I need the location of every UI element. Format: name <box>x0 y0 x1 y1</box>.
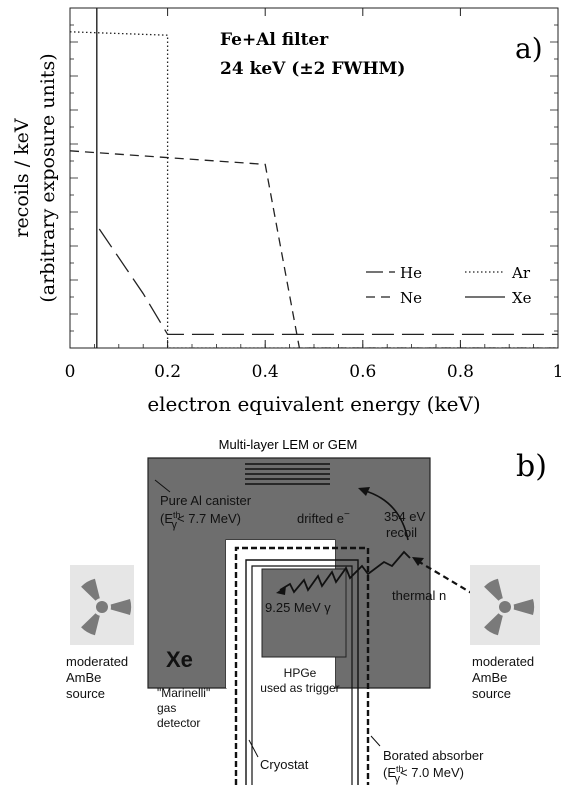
neutron-path <box>415 559 501 611</box>
source-left-line1: moderated <box>66 654 128 669</box>
series-ne <box>70 150 558 348</box>
source-left-line3: source <box>66 686 105 701</box>
hpge-detector <box>261 568 347 658</box>
right-ambe-source <box>470 565 540 645</box>
legend-ar-label: Ar <box>511 264 531 282</box>
panel-b-label: b) <box>516 449 547 484</box>
cryostat-inner <box>251 565 353 785</box>
canister-energy: (Eth γ< 7.7 MeV) <box>160 510 241 531</box>
borated-absorber <box>234 546 370 785</box>
left-ambe-source <box>70 565 134 645</box>
marinelli-line2: gas <box>157 701 176 715</box>
panel-a: 0 0.2 0.4 0.6 0.8 1 Fe+Al filter 24 keV (±2 F… <box>11 7 564 416</box>
gamma-arrowhead <box>276 586 286 595</box>
neutron-arrowhead <box>412 557 424 566</box>
gamma-label: 9.25 MeV γ <box>265 600 331 615</box>
legend-ne-label: Ne <box>400 289 422 307</box>
thermal-label: thermal n <box>392 588 446 603</box>
recoil-label: recoil <box>386 525 417 540</box>
borated-pointer <box>370 735 381 747</box>
marinelli-line3: detector <box>157 716 200 730</box>
left-radiation-icon <box>81 578 132 636</box>
right-radiation-icon <box>484 578 535 636</box>
x-ticks: 0 0.2 0.4 0.6 0.8 1 <box>65 8 564 382</box>
source-right-line3: source <box>472 686 511 701</box>
x-tick-label: 0 <box>65 362 76 382</box>
series-he <box>98 228 558 336</box>
y-ticks <box>70 7 558 349</box>
borated-label: Borated absorber <box>383 748 484 763</box>
panel-b: b) Multi-layer LEM or GEM Pure Al canist… <box>66 437 547 785</box>
gamma-path <box>279 550 411 594</box>
x-tick-label: 1 <box>553 362 564 382</box>
marinelli-line1: "Marinelli" <box>157 686 210 700</box>
cryostat-label: Cryostat <box>260 757 309 772</box>
xe-label: Xe <box>166 647 193 672</box>
source-right-line1: moderated <box>472 654 534 669</box>
x-axis-label: electron equivalent energy (keV) <box>147 392 480 416</box>
y-axis-label-line2: (arbitrary exposure units) <box>37 53 59 302</box>
canister-pointer <box>154 479 171 493</box>
drifted-electron-label: drifted e− <box>297 509 350 526</box>
series-layer <box>70 8 558 348</box>
x-tick-label: 0.6 <box>349 362 376 382</box>
y-axis-label-line1: recoils / keV <box>11 118 33 238</box>
x-tick-label: 0.2 <box>154 362 181 382</box>
lem-label: Multi-layer LEM or GEM <box>219 437 358 452</box>
legend-xe-label: Xe <box>512 289 532 307</box>
legend: He Ar Ne Xe <box>366 264 532 307</box>
cryostat <box>245 559 359 785</box>
annotation-line1: Fe+Al filter <box>220 30 329 50</box>
cryostat-pointer <box>248 739 259 758</box>
hpge-line1: HPGe <box>284 666 317 680</box>
x-tick-label: 0.8 <box>447 362 474 382</box>
source-left-line2: AmBe <box>66 670 101 685</box>
drift-arrowhead <box>358 487 370 496</box>
x-tick-label: 0.4 <box>252 362 279 382</box>
annotation-line2: 24 keV (±2 FWHM) <box>220 59 405 79</box>
legend-he-label: He <box>400 264 422 282</box>
source-right-line2: AmBe <box>472 670 507 685</box>
drift-arrow <box>361 489 409 541</box>
canister-label: Pure Al canister <box>160 493 252 508</box>
hpge-line2: used as trigger <box>260 681 339 695</box>
series-ar <box>70 31 558 348</box>
panel-a-label: a) <box>515 32 543 65</box>
borated-energy: (Eth γ< 7.0 MeV) <box>383 764 464 785</box>
recoil-energy: 354 eV <box>384 509 426 524</box>
lem-stack <box>245 463 330 485</box>
